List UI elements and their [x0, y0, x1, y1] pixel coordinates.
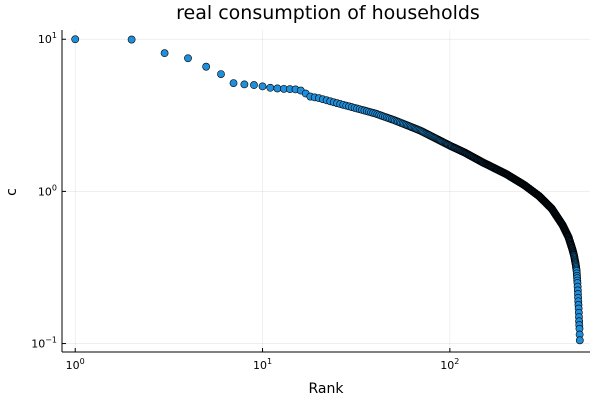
x-tick-label: 100	[66, 357, 85, 372]
data-point	[127, 35, 136, 44]
data-point	[258, 82, 267, 91]
data-point	[575, 336, 584, 345]
data-point	[240, 80, 249, 89]
grid-lines	[62, 30, 590, 352]
data-point	[71, 35, 80, 44]
chart-title: real consumption of households	[176, 2, 480, 24]
x-axis-ticks: 100 101 102	[66, 348, 459, 372]
y-axis-ticks: 10−1 100 101	[31, 31, 66, 351]
data-point	[250, 81, 258, 89]
data-point	[202, 62, 211, 71]
x-tick-label: 102	[440, 357, 459, 372]
axes-frame	[61, 30, 590, 353]
data-point	[229, 79, 238, 87]
data-point	[266, 83, 275, 92]
data-points	[71, 35, 584, 345]
data-point	[217, 70, 225, 78]
y-tick-label: 10−1	[31, 336, 57, 351]
x-tick-label: 101	[253, 357, 272, 372]
data-point	[160, 49, 169, 58]
data-point	[273, 84, 282, 93]
x-axis-label: Rank	[309, 381, 345, 397]
y-tick-label: 101	[38, 31, 57, 46]
data-point	[184, 54, 192, 63]
y-axis-label: c	[4, 188, 20, 196]
y-tick-label: 100	[38, 183, 57, 198]
